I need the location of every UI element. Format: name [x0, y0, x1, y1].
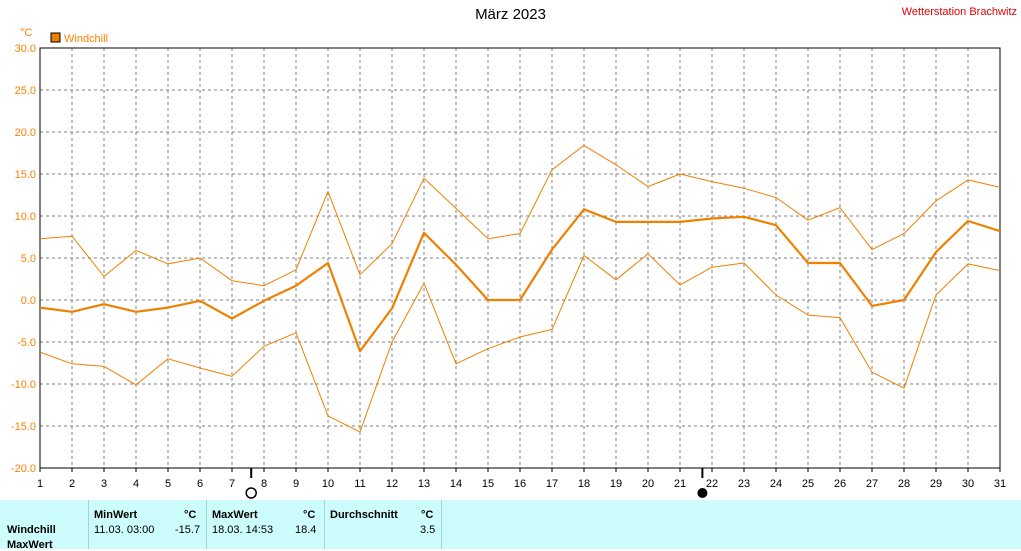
- x-tick-label: 14: [450, 478, 462, 490]
- y-axis-unit: °C: [20, 27, 32, 39]
- max-header: MaxWert: [212, 509, 258, 521]
- min-value: -15.7: [175, 524, 201, 536]
- x-tick-label: 8: [261, 478, 267, 490]
- x-tick-label: 24: [770, 478, 782, 490]
- series-line-min: [39, 253, 1001, 433]
- legend-label: Windchill: [64, 33, 108, 45]
- windchill-chart: 30.0 25.0 20.0 15.0 10.0 5.0 0.0 -5.0 -10.0 -15.0…: [11, 27, 1006, 499]
- y-tick-label: 0.0: [21, 295, 36, 307]
- x-tick-label: 2: [69, 478, 75, 490]
- stats-panel: MinWert °C MaxWert °C Durchschnitt °C Wi…: [0, 500, 1021, 551]
- y-tick-label: 20.0: [15, 127, 36, 139]
- x-tick-label: 16: [514, 478, 526, 490]
- panel-divider: [324, 500, 325, 549]
- legend-swatch: [50, 32, 61, 43]
- panel-divider: [206, 500, 207, 549]
- x-tick-label: 26: [834, 478, 846, 490]
- full-moon-icon: [245, 487, 257, 499]
- y-tick-label: -15.0: [11, 421, 36, 433]
- x-tick-label: 5: [165, 478, 171, 490]
- x-tick-label: 7: [229, 478, 235, 490]
- y-tick-label: 15.0: [15, 169, 36, 181]
- x-tick-label: 9: [293, 478, 299, 490]
- chart-title: März 2023: [475, 6, 546, 23]
- row-label-windchill: Windchill: [7, 524, 56, 536]
- x-tick-label: 25: [802, 478, 814, 490]
- x-tick-label: 23: [738, 478, 750, 490]
- new-moon-icon: [697, 488, 708, 498]
- max-datetime: 18.03. 14:53: [212, 524, 274, 536]
- x-tick-label: 17: [546, 478, 558, 490]
- x-tick-label: 6: [197, 478, 203, 490]
- series-line-mean: [39, 208, 1001, 353]
- y-tick-label: 30.0: [15, 43, 36, 55]
- min-unit: °C: [184, 509, 197, 521]
- x-tick-label: 28: [898, 478, 910, 490]
- x-tick-label: 13: [418, 478, 430, 490]
- x-tick-label: 12: [386, 478, 398, 490]
- x-tick-label: 20: [642, 478, 654, 490]
- x-tick-label: 3: [101, 478, 107, 490]
- plot-frame: [39, 47, 1001, 469]
- x-tick-label: 18: [578, 478, 590, 490]
- x-tick-label: 22: [706, 478, 718, 490]
- avg-value: 3.5: [420, 524, 436, 536]
- max-unit: °C: [303, 509, 316, 521]
- avg-header: Durchschnitt: [330, 509, 398, 521]
- station-name: Wetterstation Brachwitz: [901, 6, 1017, 18]
- x-tick-label: 31: [994, 478, 1006, 490]
- y-tick-label: 5.0: [21, 253, 36, 265]
- max-value: 18.4: [295, 524, 317, 536]
- x-tick-label: 10: [322, 478, 334, 490]
- x-tick-label: 27: [866, 478, 878, 490]
- x-tick-label: 19: [610, 478, 622, 490]
- y-tick-label: 25.0: [15, 85, 36, 97]
- x-tick-label: 21: [674, 478, 686, 490]
- y-tick-label: -10.0: [11, 379, 36, 391]
- panel-divider: [441, 500, 442, 549]
- x-tick-label: 15: [482, 478, 494, 490]
- row-label-maxwert: MaxWert: [7, 539, 53, 551]
- y-tick-label: 10.0: [15, 211, 36, 223]
- min-header: MinWert: [94, 509, 138, 521]
- x-tick-label: 30: [962, 478, 974, 490]
- y-tick-label: -5.0: [17, 337, 36, 349]
- y-tick-label: -20.0: [11, 463, 36, 475]
- panel-divider: [88, 500, 89, 549]
- x-tick-label: 1: [37, 478, 43, 490]
- x-tick-label: 4: [133, 478, 139, 490]
- x-tick-label: 29: [930, 478, 942, 490]
- x-tick-label: 11: [354, 478, 365, 490]
- min-datetime: 11.03. 03:00: [94, 524, 155, 536]
- avg-unit: °C: [421, 509, 434, 521]
- series-line-max: [39, 144, 1001, 287]
